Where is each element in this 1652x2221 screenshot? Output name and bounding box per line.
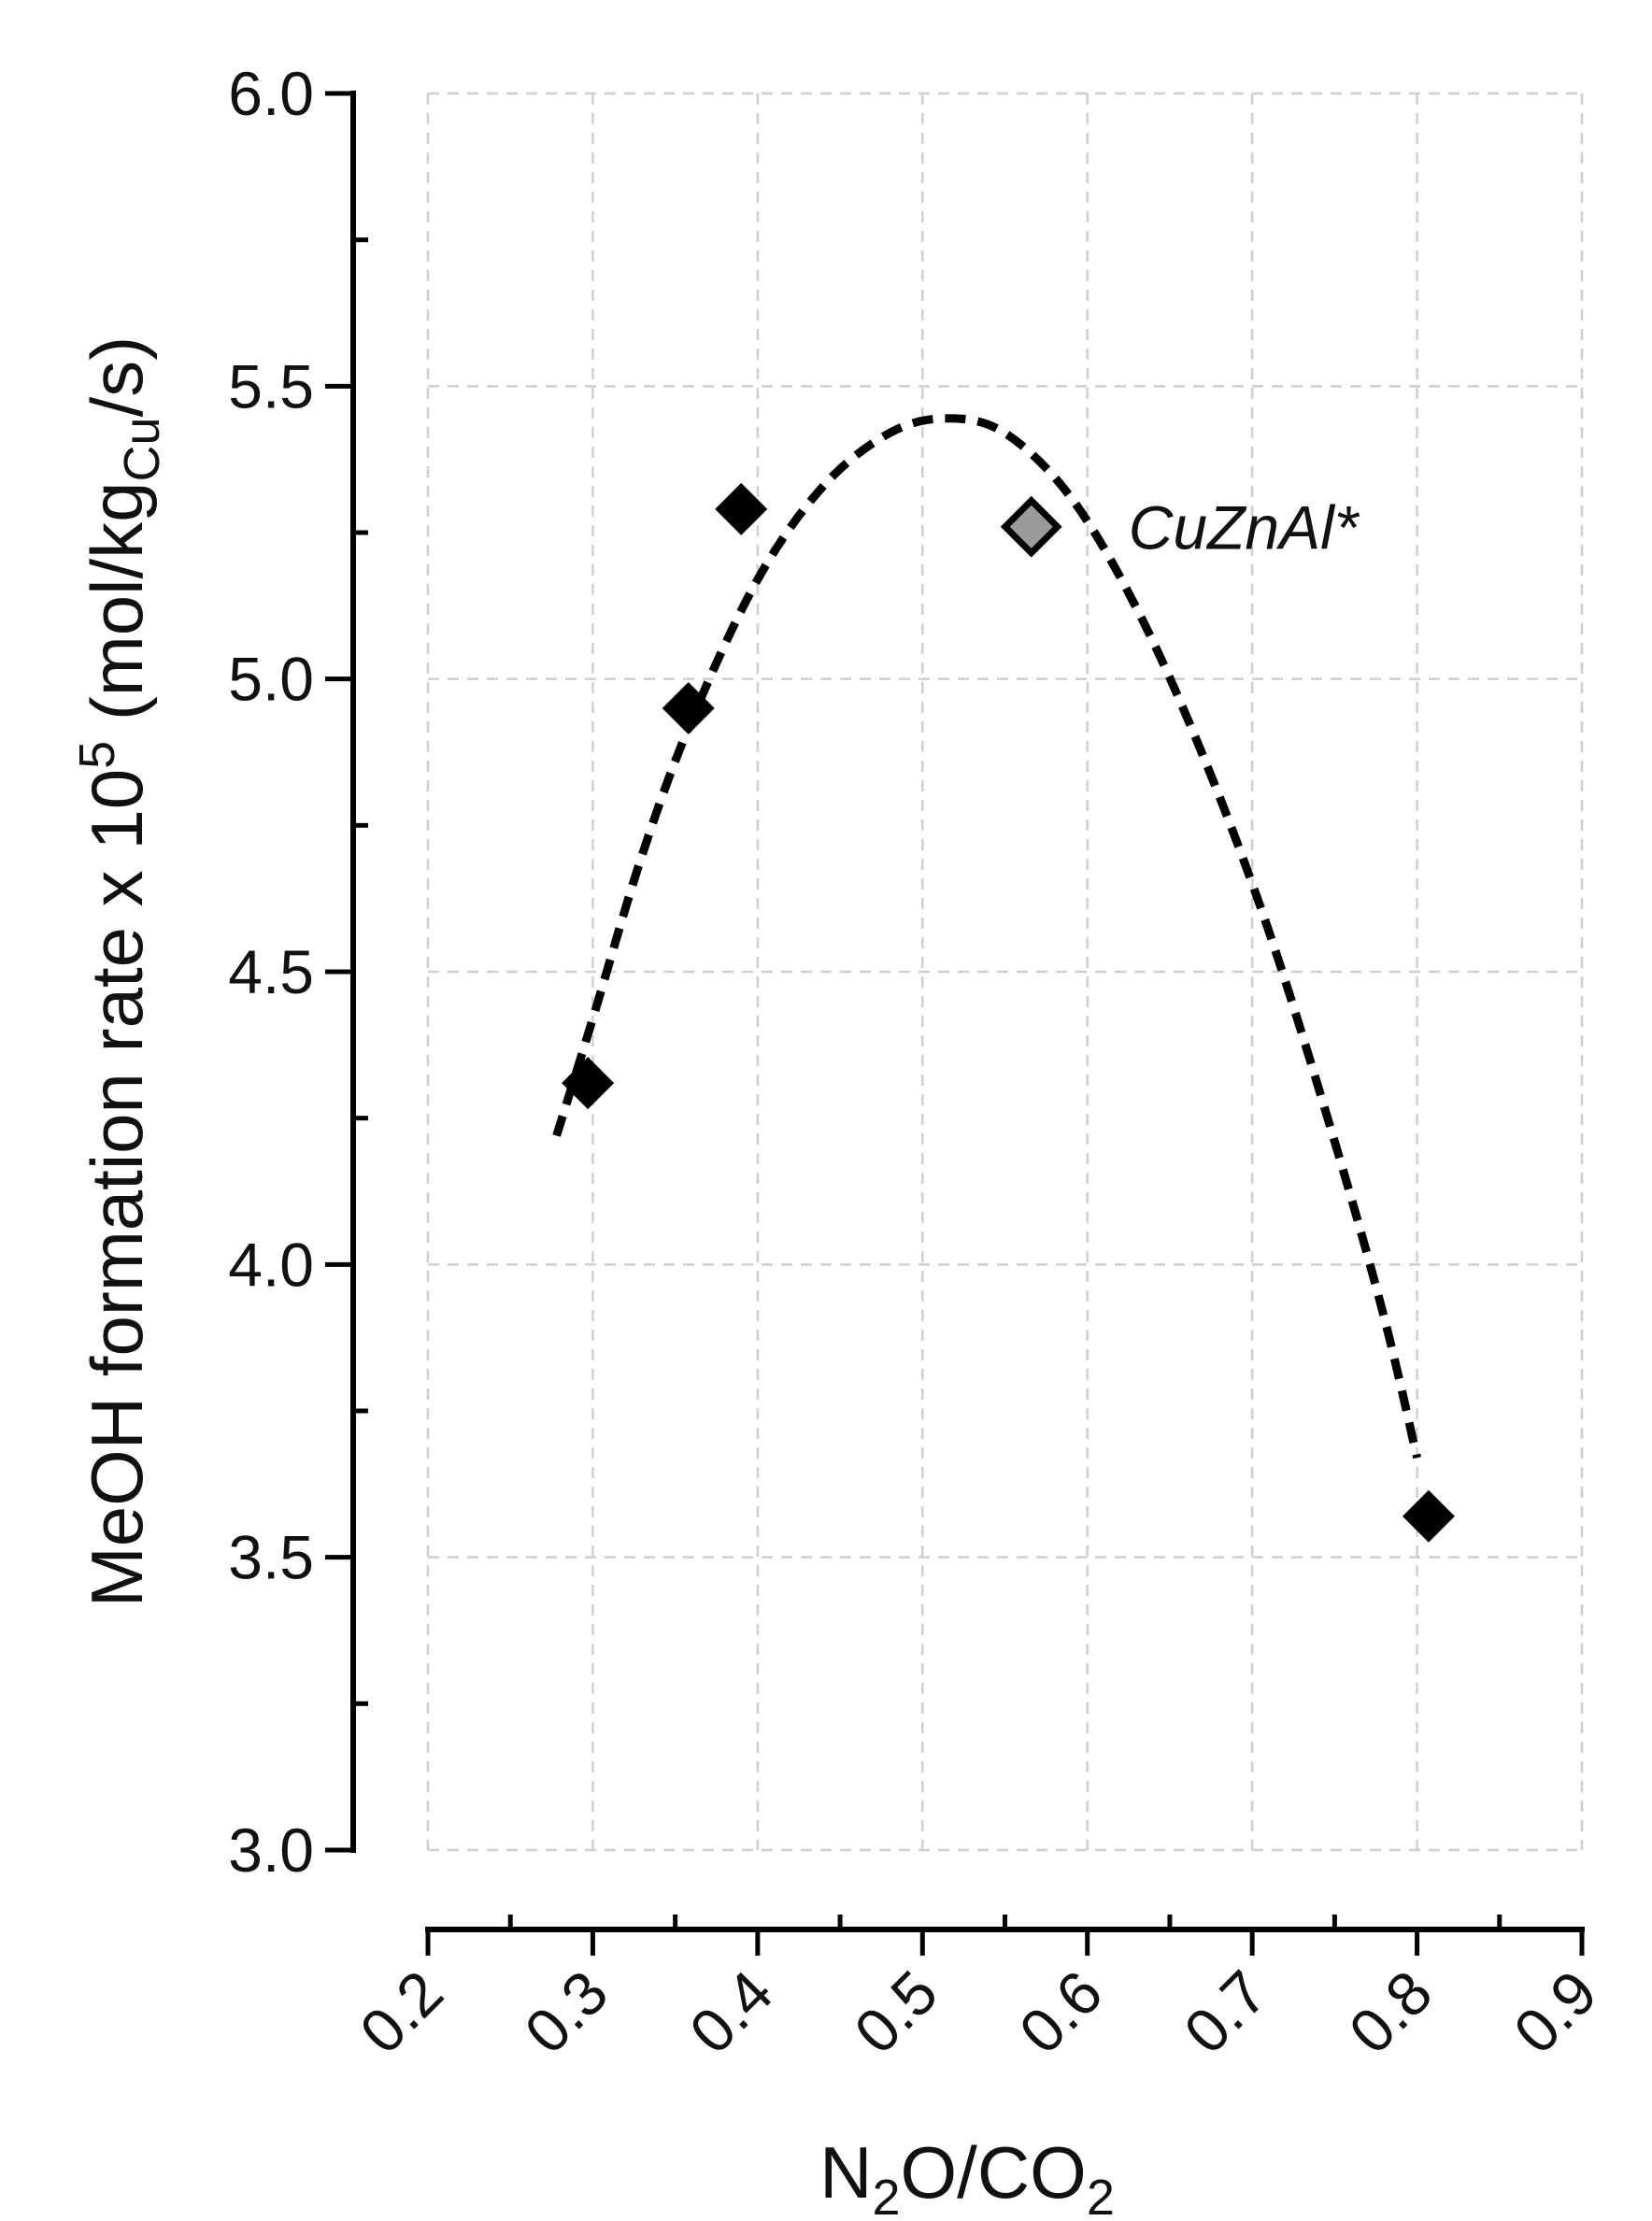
y-tick-label: 4.0 — [228, 1230, 314, 1299]
x-tick-label: 0.4 — [676, 1958, 786, 2067]
y-tick-label: 3.5 — [228, 1523, 314, 1592]
y-tick-label: 4.5 — [228, 937, 314, 1006]
y-tick-label: 6.0 — [228, 59, 314, 128]
y-tick-label: 5.5 — [228, 351, 314, 420]
diamond-marker — [1402, 1489, 1455, 1543]
grid-lines — [426, 92, 1584, 1852]
x-tick-label: 0.7 — [1171, 1958, 1280, 2067]
annotations: CuZnAl* — [1129, 493, 1360, 562]
y-tick-label: 3.0 — [228, 1815, 314, 1885]
x-tick-label: 0.2 — [347, 1958, 456, 2067]
diamond-marker — [715, 482, 768, 535]
tick-labels: 3.0 3.5 4.0 4.5 5.0 5.5 6.0 0.2 0.3 0.4 0.5 0.6 0.7 0… — [228, 59, 1610, 2067]
point-annotation: CuZnAl* — [1129, 493, 1360, 562]
axes — [325, 91, 1585, 1956]
x-tick-label: 0.6 — [1005, 1958, 1115, 2067]
x-tick-label: 0.8 — [1335, 1958, 1445, 2067]
diamond-marker — [562, 1057, 615, 1110]
y-axis-title: MeOH formation rate x 105 (mol/kgCu/s) — [69, 336, 170, 1607]
y-tick-label: 5.0 — [228, 645, 314, 714]
x-tick-label: 0.9 — [1501, 1958, 1610, 2067]
x-tick-label: 0.3 — [511, 1958, 620, 2067]
data-points — [562, 482, 1455, 1543]
fit-curve — [552, 414, 1421, 1459]
diamond-marker — [662, 682, 715, 734]
highlighted-diamond-marker — [1000, 495, 1062, 558]
x-tick-label: 0.5 — [841, 1958, 950, 2067]
x-axis-title: N2O/CO2 — [819, 2131, 1115, 2221]
fit-curve-layer — [552, 414, 1421, 1459]
